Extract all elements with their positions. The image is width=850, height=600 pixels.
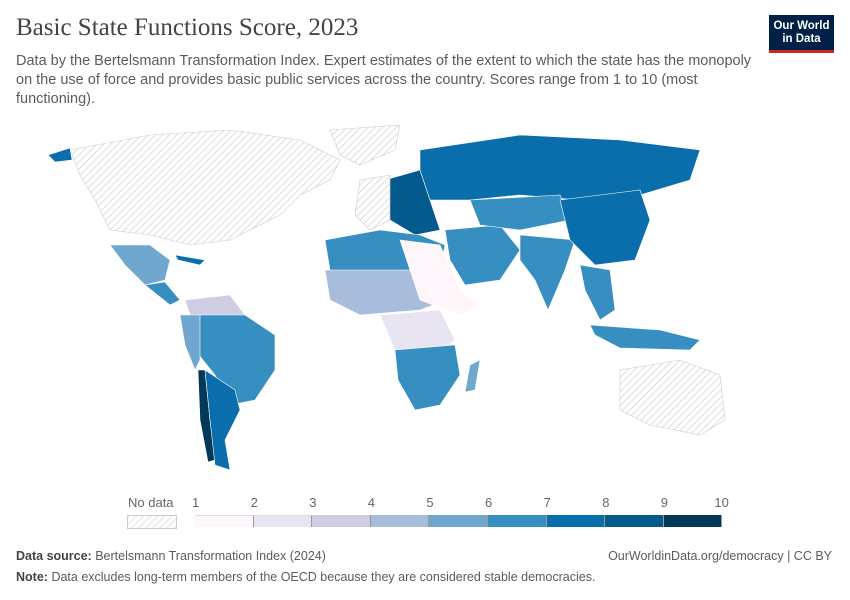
region-alaska[interactable] — [47, 147, 73, 163]
legend-bin-2-3[interactable] — [253, 515, 313, 527]
legend-no-data-label: No data — [128, 495, 174, 510]
legend-no-data-swatch[interactable] — [127, 515, 177, 529]
legend-tick-label: 3 — [309, 495, 317, 510]
world-map[interactable] — [0, 120, 850, 490]
legend-tick-label: 8 — [602, 495, 610, 510]
legend-tick-label: 7 — [543, 495, 551, 510]
source-text[interactable]: Bertelsmann Transformation Index (2024) — [95, 549, 326, 563]
logo-line1: Our World — [773, 20, 830, 32]
region-mexico[interactable] — [109, 244, 171, 286]
region-cuba[interactable] — [174, 254, 206, 266]
legend-bin-6-7[interactable] — [488, 515, 547, 527]
legend-bin-3-4[interactable] — [312, 515, 371, 527]
region-australia[interactable] — [619, 359, 726, 436]
region-russia[interactable] — [419, 134, 701, 201]
region-china[interactable] — [559, 189, 651, 266]
legend-tick-label: 10 — [714, 495, 729, 510]
note-label: Note: — [16, 570, 48, 584]
region-south-asia[interactable] — [519, 234, 576, 311]
source-url[interactable]: OurWorldinData.org/democracy | CC BY — [608, 549, 832, 563]
legend-tick-label: 5 — [426, 495, 434, 510]
chart-subtitle: Data by the Bertelsmann Transformation I… — [16, 53, 752, 107]
legend-bin-1-2[interactable] — [195, 515, 254, 527]
legend-tick-label: 1 — [192, 495, 200, 510]
note: Note: Data excludes long-term members of… — [16, 570, 595, 584]
region-east-africa-low[interactable] — [399, 239, 481, 316]
data-source: Data source: Bertelsmann Transformation … — [16, 549, 326, 563]
chart-title: Basic State Functions Score, 2023 — [16, 14, 359, 41]
note-text: Data excludes long-term members of the O… — [51, 570, 596, 584]
region-southeast-asia[interactable] — [579, 264, 616, 321]
region-brazil[interactable] — [194, 314, 276, 406]
region-madagascar[interactable] — [464, 359, 481, 393]
region-central-asia[interactable] — [469, 194, 571, 231]
region-north-america[interactable] — [69, 129, 341, 246]
legend-tick-label: 6 — [485, 495, 493, 510]
region-southern-africa[interactable] — [394, 344, 461, 411]
legend-bin-8-9[interactable] — [605, 515, 664, 527]
region-middle-east[interactable] — [444, 224, 521, 286]
legend-bin-4-5[interactable] — [370, 515, 430, 527]
legend-bin-5-6[interactable] — [429, 515, 488, 527]
region-argentina[interactable] — [204, 369, 241, 471]
legend-bin-7-8[interactable] — [546, 515, 606, 527]
source-label: Data source: — [16, 549, 92, 563]
owid-logo[interactable]: Our World in Data — [769, 15, 834, 53]
legend-tick-label: 4 — [367, 495, 376, 510]
color-legend: No data 1 2 3 4 5 6 7 8 9 10 — [0, 495, 850, 535]
legend-tick-label: 2 — [250, 495, 258, 510]
region-central-america[interactable] — [144, 281, 181, 306]
region-west-europe[interactable] — [354, 174, 391, 231]
logo-line2: in Data — [782, 33, 821, 45]
region-indonesia[interactable] — [589, 324, 701, 351]
region-andes[interactable] — [179, 314, 201, 371]
legend-tick-label: 9 — [660, 495, 669, 510]
legend-bin-9-10[interactable] — [663, 515, 723, 527]
region-greenland[interactable] — [329, 124, 401, 166]
